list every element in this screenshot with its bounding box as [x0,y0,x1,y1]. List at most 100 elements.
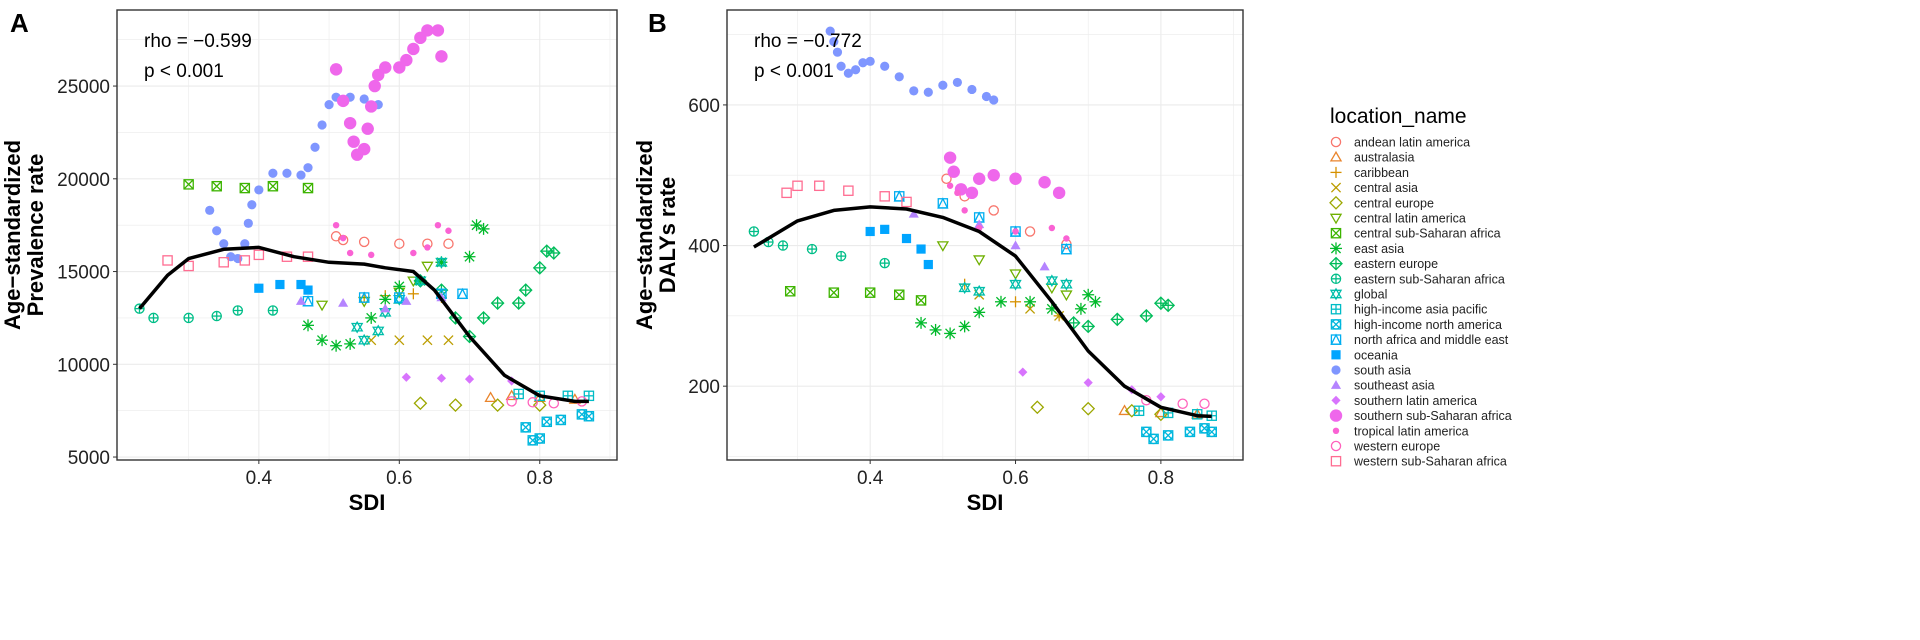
data-point [1139,308,1154,323]
data-point [894,72,904,82]
data-point [583,410,595,422]
marker-circle [1330,440,1342,452]
marker-square [541,416,553,428]
data-point [937,197,949,209]
data-point [490,296,505,310]
data-point [183,312,194,324]
legend-item: tropical latin america [1332,424,1469,438]
marker-circle [394,238,405,249]
data-point [1083,378,1093,388]
marker-polygon [315,300,329,312]
data-point [879,257,890,269]
x-tick-label: 0.8 [1148,468,1174,489]
marker-polygon [393,291,405,303]
marker-polygon [372,324,385,336]
y-axis-title: Age−standardizedDALYs rate [632,140,680,330]
marker-square [901,233,912,244]
series-high-income-asia-pacific [513,388,595,402]
legend-key-icon [1330,333,1342,345]
data-point [1009,172,1022,185]
data-point [946,182,954,190]
data-point [518,283,533,297]
data-point [315,300,329,312]
marker-stroke [1332,320,1340,329]
marker-polygon [435,255,448,267]
marker-circle [1331,365,1341,375]
marker-square [864,287,876,298]
legend-label: global [1354,288,1387,302]
marker-stroke [543,418,551,426]
marker-square [583,410,595,422]
series-south-asia [825,26,999,105]
series-central-latin-america [936,241,1073,302]
marker-circle [359,94,369,104]
series-high-income-north-america [520,409,595,446]
data-point [443,238,454,249]
panel-label: A [10,8,29,38]
data-point [988,205,999,216]
data-point [367,251,375,259]
data-point [183,179,194,190]
data-point [275,279,285,290]
legend-key-icon [1330,380,1342,389]
data-point [915,316,928,329]
marker-polygon [958,281,971,293]
marker-polygon [958,283,971,295]
marker-circle [357,142,371,156]
legend-label: southern latin america [1354,394,1477,408]
marker-circle [212,226,222,236]
data-point [368,79,381,93]
data-point [253,249,265,261]
x-axis-title: SDI [967,490,1004,515]
marker-polygon [532,398,547,412]
marker-circle [954,189,961,197]
data-point [359,94,369,104]
data-point [1081,401,1096,416]
legend-key-icon [1330,273,1342,285]
data-point [212,226,222,236]
y-axis-title-line: Prevalence rate [23,154,48,317]
y-tick-label: 25000 [57,77,110,98]
data-point [1038,176,1051,189]
data-point [490,398,505,412]
legend-label: andean latin america [1354,136,1470,150]
data-point [464,374,475,384]
data-point [865,226,875,237]
data-point [456,287,469,300]
smooth-line [753,205,1212,419]
legend-item: andean latin america [1330,136,1470,150]
data-point [954,189,961,197]
data-point [944,327,957,340]
marker-circle [880,61,890,71]
data-point [448,398,463,412]
data-point [981,91,992,102]
series-east-asia [915,288,1102,340]
data-point [555,414,567,426]
data-point [422,335,433,346]
data-point [445,227,452,234]
marker-polygon [1045,274,1059,286]
marker-circle [843,68,853,78]
marker-circle [1009,172,1022,185]
data-point [394,335,405,346]
data-point [435,50,448,63]
marker-circle [909,86,919,96]
x-tick-label: 0.4 [857,468,884,489]
data-point [879,191,890,202]
data-point [436,373,447,383]
data-point [347,135,360,148]
data-point [520,422,531,433]
data-point [211,310,222,322]
marker-square [1330,455,1342,467]
marker-polygon [1039,261,1050,271]
data-point [893,190,905,202]
marker-circle [445,227,452,234]
data-point [344,337,357,350]
marker-circle [317,120,327,130]
data-point [967,84,977,95]
x-axis-title: SDI [349,490,386,515]
data-point [350,320,364,334]
marker-square [275,279,285,290]
marker-circle [947,165,960,178]
marker-circle [379,61,392,74]
